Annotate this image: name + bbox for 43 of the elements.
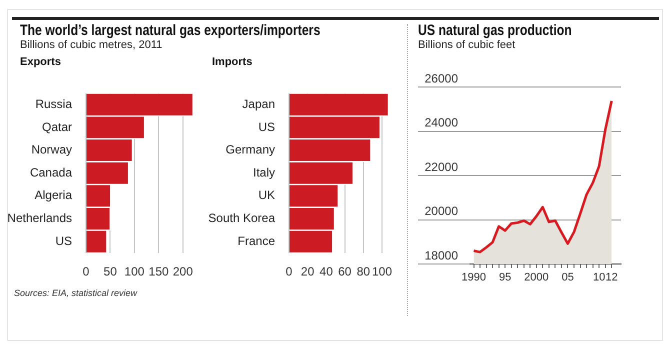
y-tick-label: Canada: [30, 165, 72, 180]
y-tick-label: Qatar: [42, 120, 72, 134]
x-tick-label: 10: [592, 272, 606, 284]
x-tick-label: 95: [498, 272, 512, 284]
chart-subtitle: Billions of cubic metres, 2011: [20, 39, 162, 51]
y-tick-label: 20000: [424, 204, 458, 218]
y-tick-label: 18000: [424, 248, 458, 262]
x-tick-label: 0: [82, 264, 90, 279]
source-note: Sources: EIA, statistical review: [14, 288, 138, 298]
y-tick-label: US: [55, 234, 72, 248]
y-tick-label: 24000: [424, 116, 458, 130]
chart-title: US natural gas production: [418, 22, 572, 39]
text: Exports: [20, 56, 61, 68]
y-tick-label: Italy: [252, 165, 275, 180]
y-tick-label: Japan: [242, 96, 275, 111]
x-tick-label: 100: [124, 264, 145, 279]
y-tick-label: South Korea: [208, 211, 276, 226]
y-tick-label: 22000: [424, 160, 458, 174]
y-tick-label: France: [238, 234, 276, 248]
x-tick-label: 80: [356, 264, 370, 279]
x-tick-label: 12: [605, 272, 618, 284]
y-tick-label: Russia: [35, 96, 72, 111]
y-tick-label: Germany: [226, 142, 275, 157]
x-tick-label: 200: [172, 264, 194, 279]
x-tick-label: 2000: [524, 272, 549, 284]
x-tick-label: 40: [320, 264, 334, 279]
y-tick-label: UK: [258, 188, 275, 202]
x-tick-label: 0: [286, 264, 293, 279]
x-tick-label: 1990: [462, 272, 486, 284]
y-tick-label: 26000: [424, 71, 458, 86]
chart-subtitle: Billions of cubic feet: [418, 39, 516, 51]
x-tick-label: 100: [372, 264, 392, 279]
x-tick-label: 05: [562, 272, 574, 284]
y-tick-label: Netherlands: [7, 211, 72, 226]
x-tick-label: 150: [148, 264, 169, 279]
chart-title: The world’s largest natural gas exporters/importers: [20, 22, 320, 39]
y-tick-label: US: [258, 120, 275, 134]
y-tick-label: Norway: [31, 142, 72, 157]
x-tick-label: 60: [338, 264, 352, 279]
x-tick-label: 50: [104, 264, 118, 279]
x-tick-label: 20: [300, 264, 315, 279]
chart-title: Imports: [212, 56, 252, 68]
y-tick-label: Algeria: [34, 188, 72, 202]
